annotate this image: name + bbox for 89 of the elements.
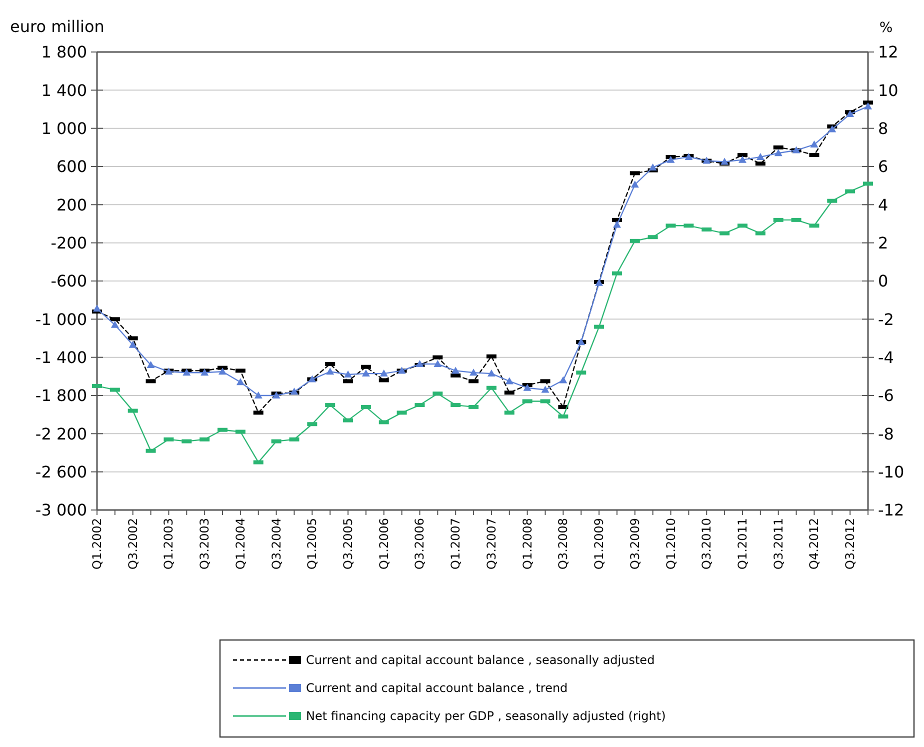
y2-tick-label: 2 <box>878 233 888 252</box>
y2-axis-title: % <box>879 20 893 36</box>
y-tick-label: 200 <box>56 195 87 214</box>
y-tick-label: -2 200 <box>35 424 87 444</box>
point <box>254 392 262 398</box>
point <box>630 180 639 188</box>
legend-label: Current and capital account balance , seasonally adjusted <box>306 653 655 668</box>
x-tick-label: Q3.2005 <box>341 518 356 570</box>
point <box>93 304 101 312</box>
point <box>846 110 854 118</box>
point <box>128 340 137 348</box>
y-tick-label: 1 800 <box>41 42 87 62</box>
y2-tick-label: 8 <box>878 118 888 138</box>
y2-tick-label: 10 <box>878 80 898 100</box>
x-tick-label: Q3.2003 <box>198 518 212 570</box>
point <box>200 368 209 376</box>
point <box>110 320 119 328</box>
y-tick-label: 1 400 <box>41 80 87 100</box>
point <box>523 384 532 391</box>
point <box>326 368 334 375</box>
y-tick-label: -600 <box>50 272 87 291</box>
point <box>470 368 478 376</box>
point <box>612 220 621 228</box>
y2-tick-label: -12 <box>878 500 904 520</box>
y2-tick-label: -4 <box>878 348 894 367</box>
legend-label: Net financing capacity per GDP , seasonally adjusted (right) <box>306 709 666 724</box>
x-tick-label: Q3.2007 <box>484 518 498 570</box>
point <box>541 386 550 393</box>
point <box>559 376 568 384</box>
point <box>452 366 460 374</box>
point <box>218 368 227 375</box>
point <box>182 368 191 376</box>
point <box>720 158 729 165</box>
point <box>666 156 675 163</box>
x-tick-label: Q1.2005 <box>305 518 320 570</box>
x-tick-label: Q3.2008 <box>556 518 570 570</box>
y-tick-label: -1 800 <box>35 386 87 406</box>
y-tick-label: -1 400 <box>35 348 87 367</box>
point <box>380 370 388 377</box>
x-tick-label: Q1.2003 <box>162 518 176 570</box>
y-tick-label: -2 600 <box>35 462 87 482</box>
y-axis-title: euro million <box>10 17 104 36</box>
point <box>810 140 818 148</box>
point <box>290 388 298 395</box>
y2-tick-label: 12 <box>878 42 898 62</box>
x-tick-label: Q3.2004 <box>269 518 284 570</box>
point <box>236 378 244 386</box>
point <box>146 360 155 368</box>
point <box>505 377 514 384</box>
x-tick-label: Q1.2006 <box>376 518 391 570</box>
point <box>828 125 836 132</box>
y-tick-label: -200 <box>50 233 87 252</box>
y2-tick-label: -8 <box>878 424 894 444</box>
x-tick-label: Q3.2002 <box>126 518 140 570</box>
legend-label: Current and capital account balance , trend <box>306 681 568 696</box>
point <box>487 370 496 377</box>
x-tick-label: Q3.2009 <box>628 518 642 570</box>
x-tick-label: Q4.2012 <box>807 518 822 570</box>
x-tick-label: Q1.2009 <box>592 518 606 570</box>
point <box>774 149 782 156</box>
y-tick-label: 1 000 <box>41 118 87 138</box>
y-tick-label: -3 000 <box>35 500 87 520</box>
point <box>738 156 746 163</box>
y2-tick-label: 0 <box>878 272 888 291</box>
y-tick-label: 600 <box>56 157 87 176</box>
y2-tick-label: -10 <box>878 462 904 482</box>
x-tick-label: Q3.2006 <box>412 518 427 570</box>
point <box>434 360 442 368</box>
x-tick-label: Q1.2007 <box>448 518 463 570</box>
point <box>344 370 352 378</box>
x-tick-label: Q1.2011 <box>735 518 750 570</box>
x-tick-label: Q1.2010 <box>664 518 678 570</box>
x-tick-label: Q1.2008 <box>520 518 534 570</box>
point <box>648 163 657 170</box>
point <box>362 370 370 377</box>
point <box>416 360 424 368</box>
y2-tick-label: 6 <box>878 157 888 176</box>
x-tick-label: Q1.2004 <box>233 518 248 570</box>
y2-tick-label: 4 <box>878 195 888 214</box>
x-tick-label: Q3.2011 <box>771 518 786 570</box>
point <box>864 102 872 110</box>
x-tick-label: Q3.2010 <box>700 518 714 570</box>
point <box>272 392 280 398</box>
y-tick-label: -1 000 <box>35 310 87 329</box>
x-tick-label: Q3.2012 <box>843 518 858 570</box>
y2-tick-label: -2 <box>878 310 894 329</box>
point <box>756 152 764 160</box>
x-tick-label: Q1.2002 <box>90 518 104 570</box>
y2-tick-label: -6 <box>878 386 894 406</box>
